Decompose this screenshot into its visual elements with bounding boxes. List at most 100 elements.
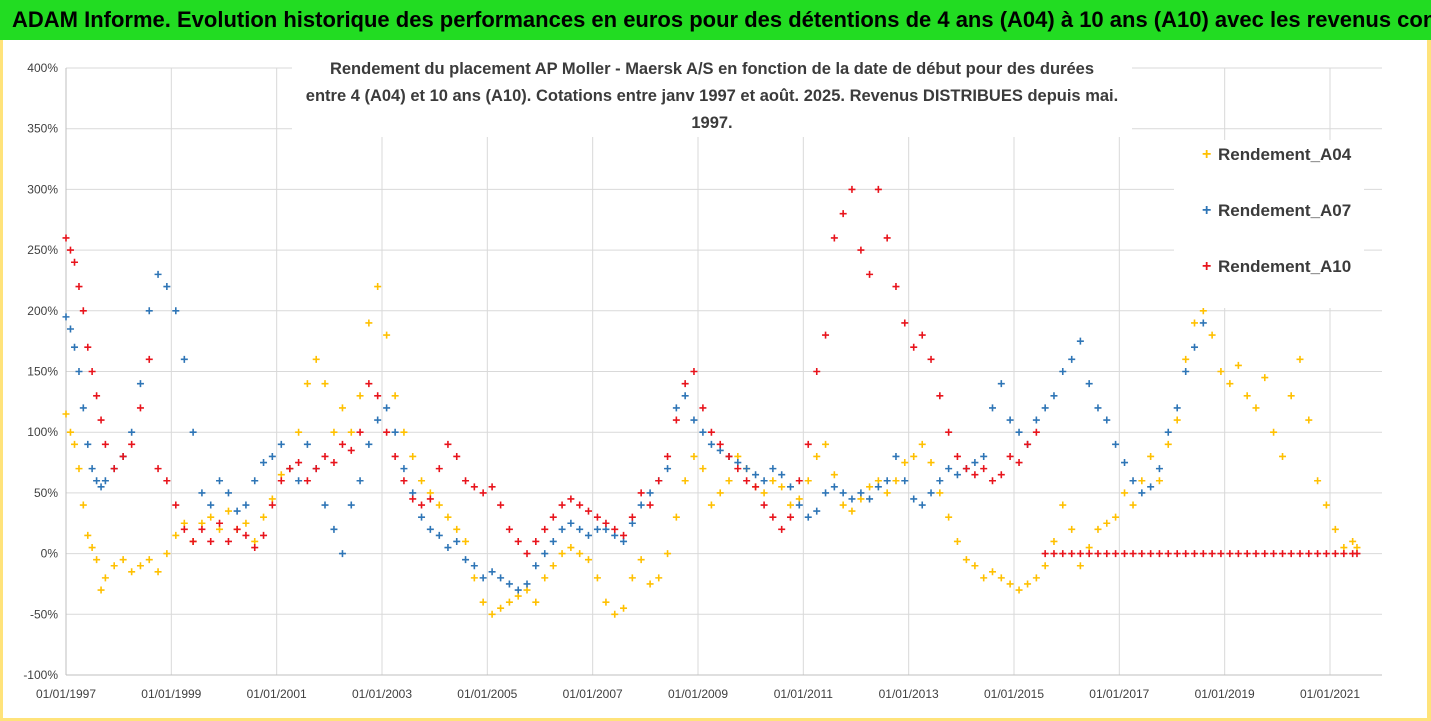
data-point-marker [470, 483, 478, 491]
data-point-marker [75, 368, 83, 375]
data-point-marker [707, 440, 715, 448]
data-point-marker [760, 477, 768, 485]
data-point-marker [198, 519, 206, 527]
y-tick-label: 350% [27, 122, 58, 136]
data-point-marker [1032, 574, 1040, 582]
data-point-marker [79, 404, 87, 412]
data-point-marker [989, 477, 996, 485]
data-point-marker [180, 519, 188, 527]
data-point-marker [1103, 519, 1111, 527]
data-point-marker [1006, 416, 1014, 424]
data-point-marker [295, 459, 303, 467]
data-point-marker [1059, 550, 1067, 558]
data-point-marker [1068, 355, 1076, 363]
data-point-marker [523, 580, 531, 588]
data-point-marker [79, 307, 87, 315]
data-point-marker [901, 459, 909, 467]
data-point-marker [752, 483, 760, 491]
data-point-marker [88, 544, 96, 552]
data-point-marker [945, 428, 953, 436]
data-point-marker [646, 489, 654, 497]
data-point-marker [1243, 550, 1251, 558]
y-tick-label: 200% [27, 304, 58, 318]
data-point-marker [769, 477, 777, 485]
data-point-marker [707, 501, 715, 509]
data-point-marker [71, 258, 79, 266]
data-point-marker [172, 501, 180, 509]
data-point-marker [207, 501, 215, 509]
data-point-marker [901, 477, 909, 485]
data-point-marker [163, 283, 171, 291]
data-point-marker [874, 185, 882, 193]
data-point-marker [830, 234, 838, 242]
data-point-marker [66, 325, 74, 333]
data-point-marker [549, 562, 557, 570]
data-point-marker [593, 525, 601, 533]
legend-label-a10: Rendement_A10 [1218, 257, 1352, 276]
data-point-marker [224, 507, 232, 515]
data-point-marker [778, 525, 786, 533]
data-point-marker [1199, 550, 1207, 558]
data-point-marker [1226, 380, 1234, 388]
data-point-marker [953, 452, 961, 460]
data-point-marker [1155, 477, 1163, 485]
data-point-marker [1164, 550, 1172, 558]
data-point-marker [1331, 550, 1339, 558]
data-point-marker [321, 452, 329, 460]
data-point-marker [383, 404, 391, 412]
data-point-marker [918, 501, 926, 509]
data-point-marker [514, 586, 522, 594]
plus-marker-icon: + [1202, 202, 1212, 219]
data-point-marker [1270, 428, 1278, 436]
data-point-marker [418, 513, 426, 521]
data-point-marker [1243, 392, 1251, 400]
data-point-marker [997, 574, 1005, 582]
data-point-marker [1024, 440, 1032, 448]
data-point-marker [655, 477, 663, 485]
data-point-marker [163, 550, 171, 558]
x-tick-label: 01/01/2017 [1089, 687, 1149, 701]
data-point-marker [1041, 550, 1049, 558]
data-point-marker [383, 428, 391, 436]
data-point-marker [1191, 550, 1199, 558]
data-point-marker [1296, 550, 1304, 558]
data-point-marker [400, 428, 408, 436]
data-point-marker [743, 477, 751, 485]
data-point-marker [154, 568, 162, 576]
data-point-marker [374, 416, 382, 424]
y-tick-label: 150% [27, 365, 58, 379]
data-point-marker [62, 234, 70, 242]
data-point-marker [953, 471, 961, 479]
data-point-marker [752, 471, 760, 479]
data-point-marker [93, 392, 101, 400]
data-point-marker [866, 270, 874, 278]
data-point-marker [453, 452, 461, 460]
legend-item-a10: + Rendement_A10 [1174, 252, 1364, 308]
data-point-marker [1103, 416, 1111, 424]
data-point-marker [374, 283, 382, 291]
data-point-marker [1340, 544, 1348, 552]
data-point-marker [567, 544, 575, 552]
data-point-marker [892, 283, 900, 291]
data-point-marker [84, 531, 92, 539]
data-point-marker [602, 519, 610, 527]
data-point-marker [356, 428, 364, 436]
data-point-marker [874, 477, 882, 485]
data-point-marker [866, 483, 874, 491]
chart-grid [65, 67, 1382, 676]
series-Rendement_A07 [62, 270, 1207, 594]
data-point-marker [1094, 404, 1102, 412]
y-tick-label: 250% [27, 243, 58, 257]
data-point-marker [681, 392, 689, 400]
data-point-marker [637, 489, 645, 497]
data-point-marker [1182, 355, 1190, 363]
data-point-marker [980, 465, 988, 473]
data-point-marker [690, 416, 698, 424]
data-point-marker [75, 465, 83, 473]
data-point-marker [1305, 550, 1313, 558]
data-point-marker [1287, 550, 1295, 558]
data-point-marker [479, 489, 487, 497]
y-tick-label: -50% [30, 607, 58, 621]
data-point-marker [839, 501, 847, 509]
data-point-marker [1234, 550, 1242, 558]
